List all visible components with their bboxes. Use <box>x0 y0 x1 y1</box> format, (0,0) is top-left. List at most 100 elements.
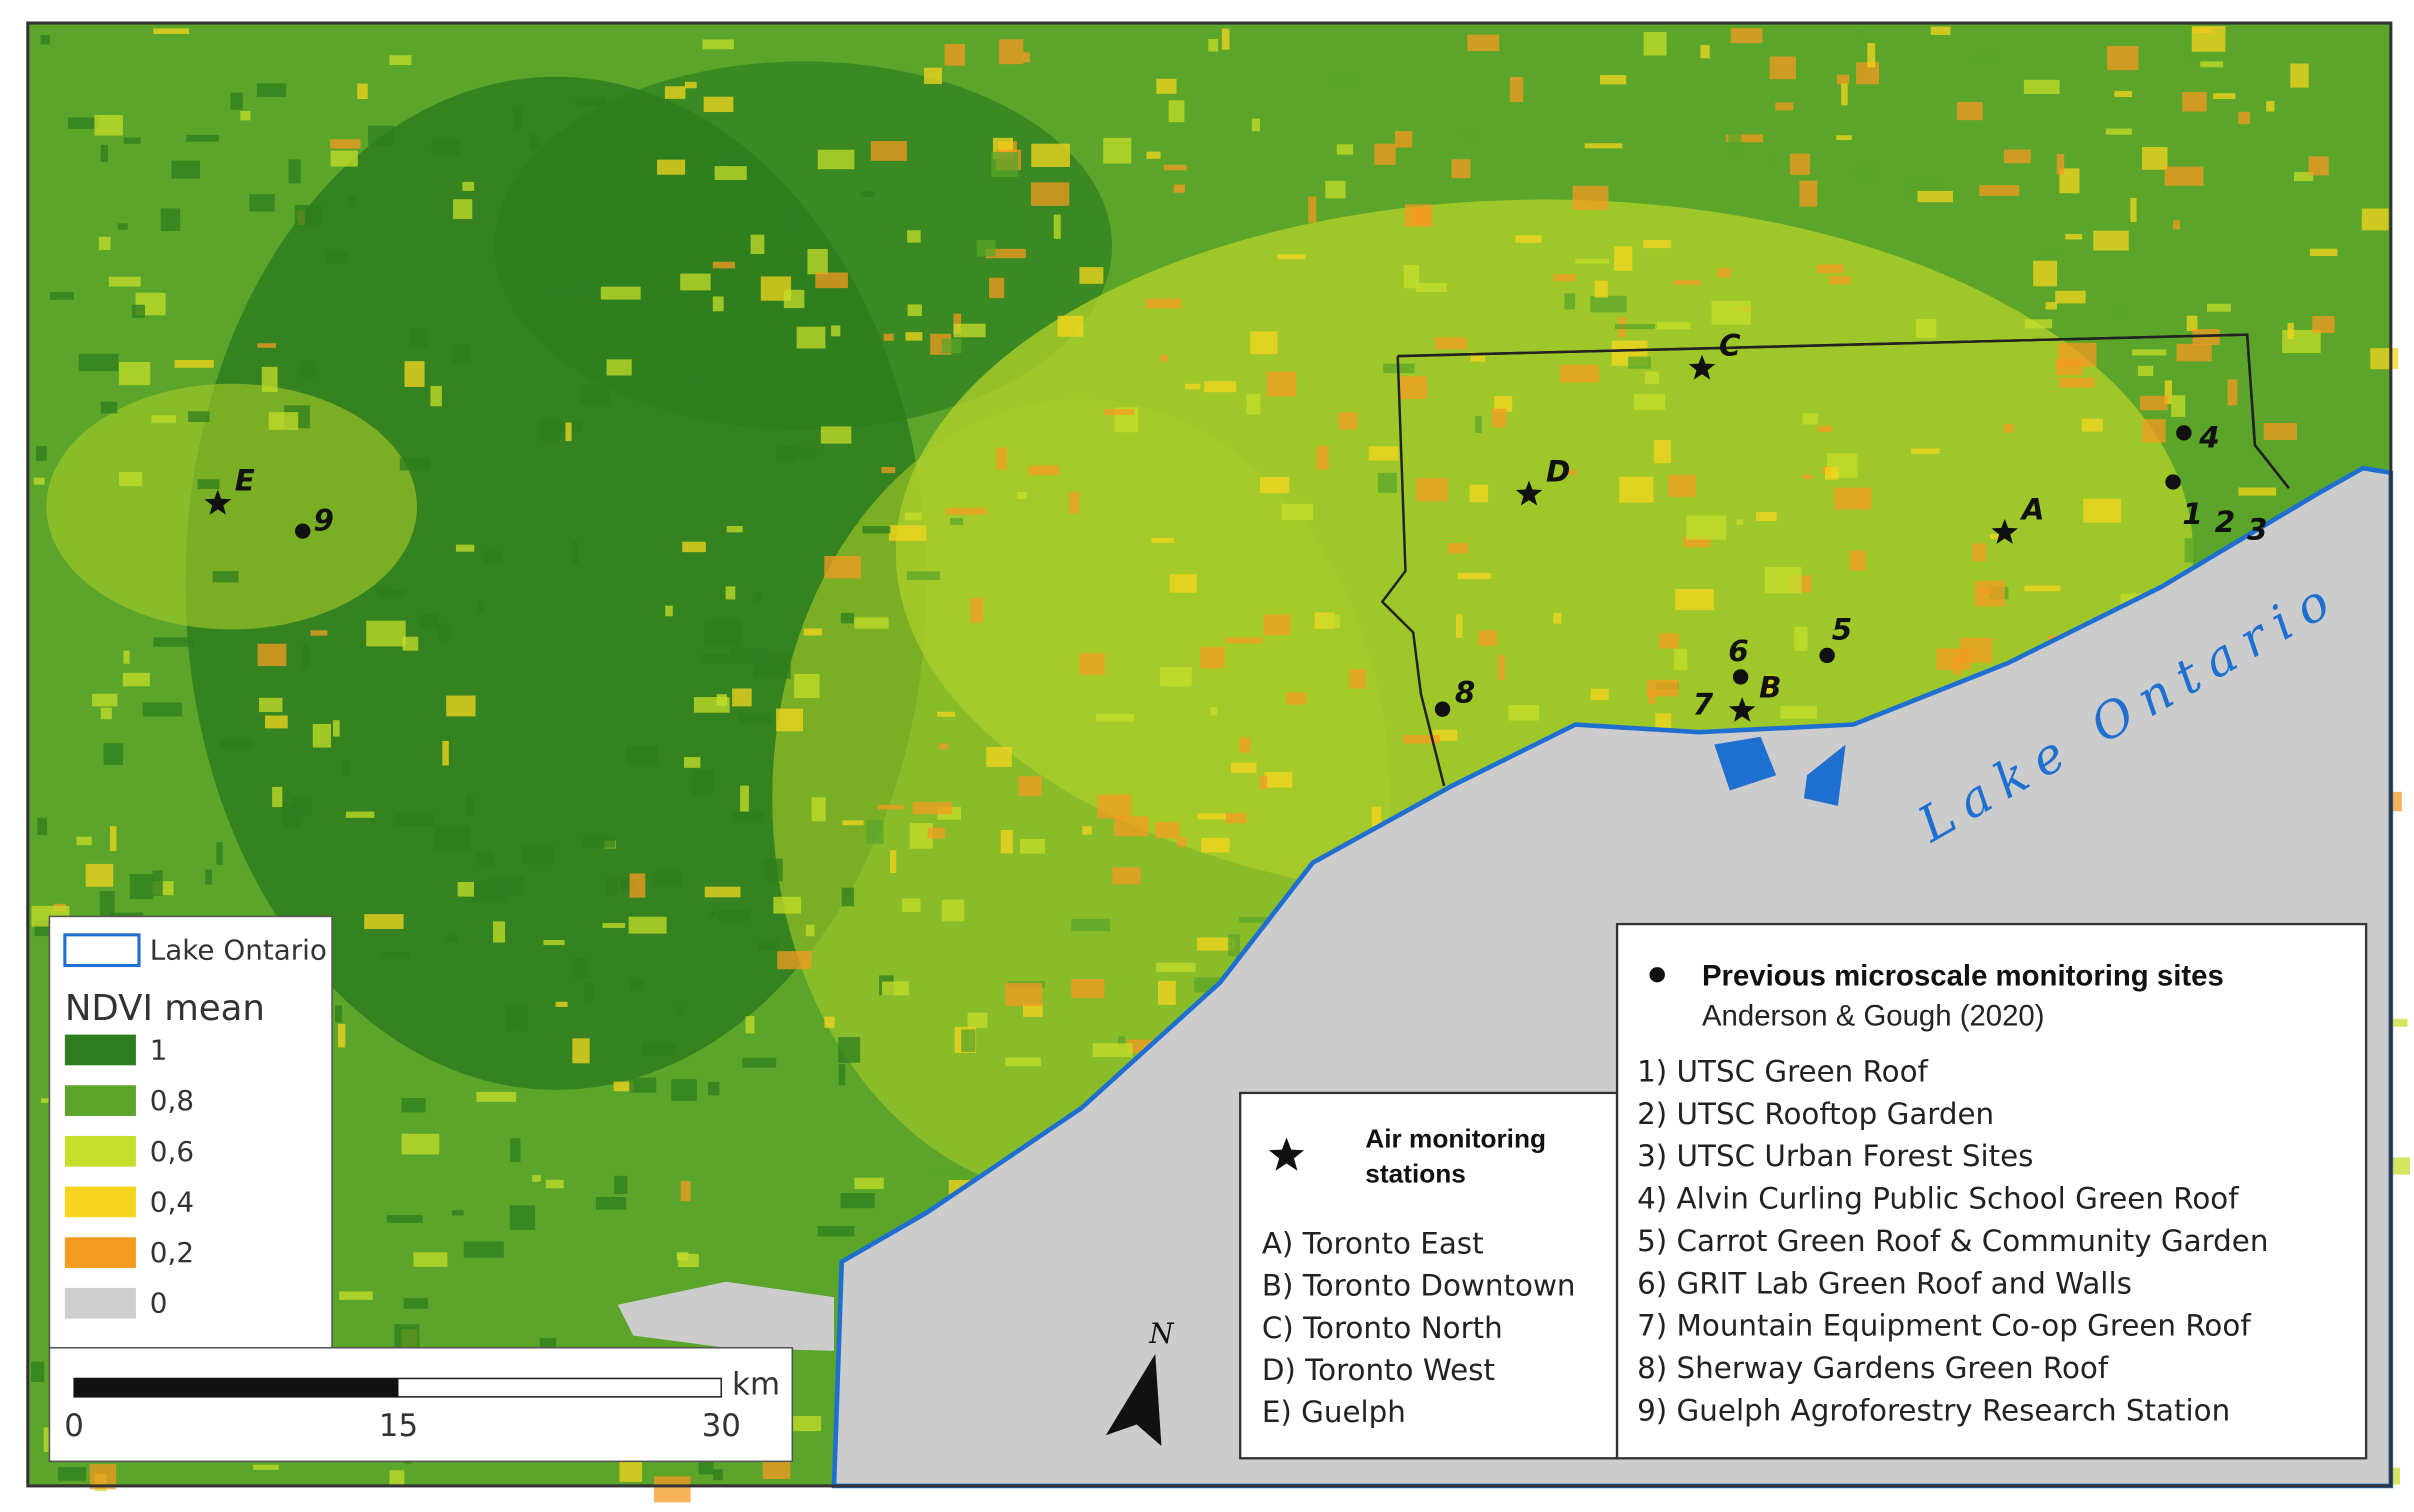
land-patch <box>197 479 220 490</box>
station-marker <box>1515 480 1543 506</box>
land-patch <box>1849 550 1866 571</box>
site-marker <box>1434 701 1451 717</box>
station-marker <box>204 489 232 515</box>
land-patch <box>794 279 815 292</box>
land-patch <box>153 637 194 647</box>
legend-item: 5) Carrot Green Roof & Community Garden <box>1637 1224 2268 1258</box>
land-patch <box>282 802 301 828</box>
land-patch <box>2140 395 2168 411</box>
land-patch <box>629 873 646 898</box>
land-patch <box>2024 319 2053 329</box>
land-patch <box>1071 918 1111 932</box>
land-patch <box>1145 298 1182 309</box>
land-patch <box>2039 246 2060 263</box>
land-patch <box>939 743 948 750</box>
land-patch <box>718 909 751 922</box>
legend-heading: stations <box>1365 1159 1466 1189</box>
land-patch <box>345 811 375 818</box>
land-patch <box>985 248 1026 259</box>
land-patch <box>937 711 956 717</box>
land-patch <box>1201 837 1230 853</box>
land-patch <box>2164 166 2204 186</box>
land-patch <box>1005 1057 1041 1067</box>
land-patch <box>584 982 594 1005</box>
land-patch <box>399 457 431 471</box>
land-patch <box>764 858 783 882</box>
land-patch <box>1673 280 1702 286</box>
legend-label: 0,6 <box>150 1135 194 1168</box>
land-patch <box>824 1016 835 1028</box>
land-patch <box>905 332 923 341</box>
land-patch <box>259 697 283 713</box>
land-patch <box>882 981 909 996</box>
station-label: D <box>1546 454 1570 488</box>
land-patch <box>434 825 471 852</box>
land-patch <box>1031 143 1071 168</box>
land-patch <box>1711 300 1751 325</box>
land-patch <box>1730 28 1763 44</box>
land-patch <box>230 92 243 110</box>
land-patch <box>707 1082 720 1096</box>
legend-item: B) Toronto Downtown <box>1262 1269 1576 1303</box>
land-patch <box>532 1175 541 1182</box>
markers: A B C D E 1 2 3 4 5 67 8 9 <box>204 328 2268 722</box>
land-patch <box>732 688 752 707</box>
land-patch <box>1210 707 1218 716</box>
land-patch <box>410 328 428 348</box>
ndvi-swatch <box>64 1186 136 1218</box>
land-patch <box>76 836 92 846</box>
land-patch <box>2105 128 2132 135</box>
land-patch <box>2106 45 2139 71</box>
land-patch <box>752 652 791 679</box>
ndvi-swatch <box>64 1287 136 1319</box>
land-patch <box>2003 149 2031 164</box>
site-label: 3 <box>2247 513 2267 547</box>
land-patch <box>1648 689 1656 704</box>
site-label: 9 <box>314 503 334 537</box>
land-patch <box>2207 303 2231 312</box>
land-patch <box>671 1079 697 1101</box>
land-patch <box>1451 159 1471 179</box>
land-patch <box>986 746 1012 768</box>
land-patch <box>1475 416 1482 433</box>
land-patch <box>2173 220 2180 230</box>
land-patch <box>676 1252 689 1261</box>
land-patch <box>2171 395 2186 417</box>
land-patch <box>1155 822 1180 839</box>
land-patch <box>1404 204 1433 227</box>
land-patch <box>1768 154 1776 164</box>
land-patch <box>712 296 724 312</box>
scale-label: 30 <box>702 1408 741 1444</box>
land-patch <box>860 191 875 198</box>
islands <box>1714 736 1846 806</box>
land-patch <box>342 759 350 775</box>
land-patch <box>803 628 822 636</box>
urban-zone <box>46 383 418 630</box>
land-patch <box>100 401 118 414</box>
land-patch <box>1400 376 1428 399</box>
land-patch <box>1643 240 1672 249</box>
scale-bar-box <box>48 1346 794 1463</box>
land-patch <box>890 850 897 873</box>
land-patch <box>841 887 855 907</box>
land-patch <box>1615 324 1655 330</box>
land-patch <box>2065 233 2083 240</box>
land-patch <box>431 139 460 156</box>
land-patch <box>750 234 765 255</box>
land-patch <box>505 1005 528 1032</box>
land-patch <box>403 1298 429 1309</box>
land-patch <box>1239 917 1269 923</box>
scale-labels: 0 15 30 <box>64 1408 741 1444</box>
land-patch <box>1836 74 1850 85</box>
land-patch <box>970 598 983 623</box>
land-patch <box>1118 1036 1126 1048</box>
land-patch <box>2290 63 2309 88</box>
land-patch <box>272 786 283 808</box>
land-patch <box>1470 352 1486 362</box>
site-marker <box>2165 474 2181 490</box>
land-patch <box>1030 182 1070 206</box>
land-patch <box>866 820 884 844</box>
land-patch <box>2293 172 2314 182</box>
land-patch <box>1196 937 1235 951</box>
